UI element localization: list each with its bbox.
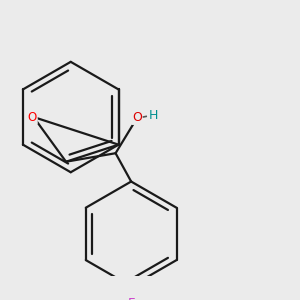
Text: H: H bbox=[149, 109, 158, 122]
Text: O: O bbox=[132, 111, 142, 124]
Text: O: O bbox=[28, 110, 37, 124]
Text: F: F bbox=[128, 297, 135, 300]
